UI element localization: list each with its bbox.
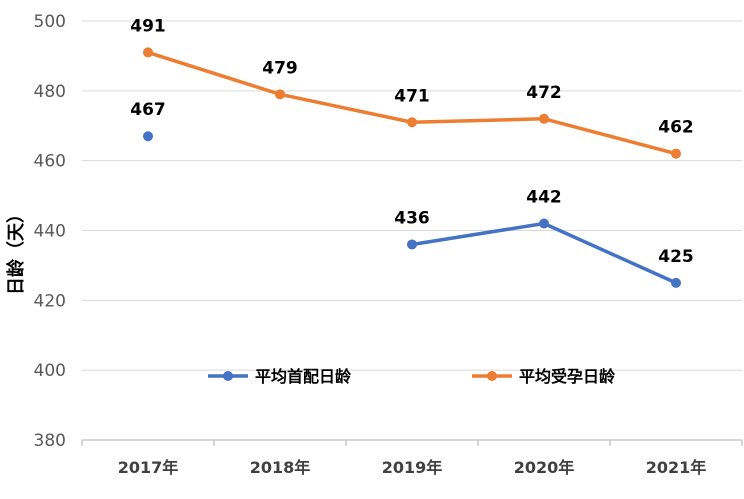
x-tick-label: 2017年 [118,458,179,477]
y-axis-ticks: 380 400 420 440 460 480 500 [34,12,66,451]
x-tick-label: 2021年 [646,458,707,477]
y-tick-label: 400 [34,361,66,381]
y-tick-label: 420 [34,291,66,311]
y-tick-label: 460 [34,152,66,172]
x-axis: 2017年 2018年 2019年 2020年 2021年 [81,439,743,477]
data-point [143,131,153,142]
legend-label: 平均受孕日龄 [519,367,616,386]
y-tick-label: 480 [34,82,66,102]
x-tick-label: 2019年 [382,458,443,477]
x-tick-label: 2018年 [250,458,311,477]
data-label: 471 [394,86,430,106]
gridlines [82,20,742,371]
data-label: 425 [658,247,694,267]
x-tick-label: 2020年 [514,458,575,477]
data-label: 467 [130,100,166,120]
data-point [671,148,681,159]
y-tick-label: 440 [34,222,66,242]
legend-label: 平均首配日龄 [255,367,352,386]
data-label: 479 [262,58,298,78]
data-label: 472 [526,83,562,103]
data-point [143,47,153,58]
series-layer [143,47,681,288]
legend: 平均首配日龄 平均受孕日龄 [208,367,616,386]
data-point [275,89,285,100]
data-label: 436 [394,208,430,228]
data-label: 462 [658,118,694,138]
data-point [407,239,417,250]
legend-marker [223,371,233,381]
y-tick-label: 500 [34,12,66,32]
data-point [671,277,681,288]
data-label: 442 [526,188,562,208]
data-point [539,218,549,229]
data-labels: 467 436 442 425 491 479 471 472 462 [130,16,694,266]
y-axis-label: 日龄（天） [5,205,27,295]
series-line [410,221,678,285]
legend-marker [487,371,497,381]
data-point [407,117,417,128]
y-tick-label: 380 [34,431,66,451]
data-point [539,113,549,124]
data-label: 491 [130,16,166,36]
